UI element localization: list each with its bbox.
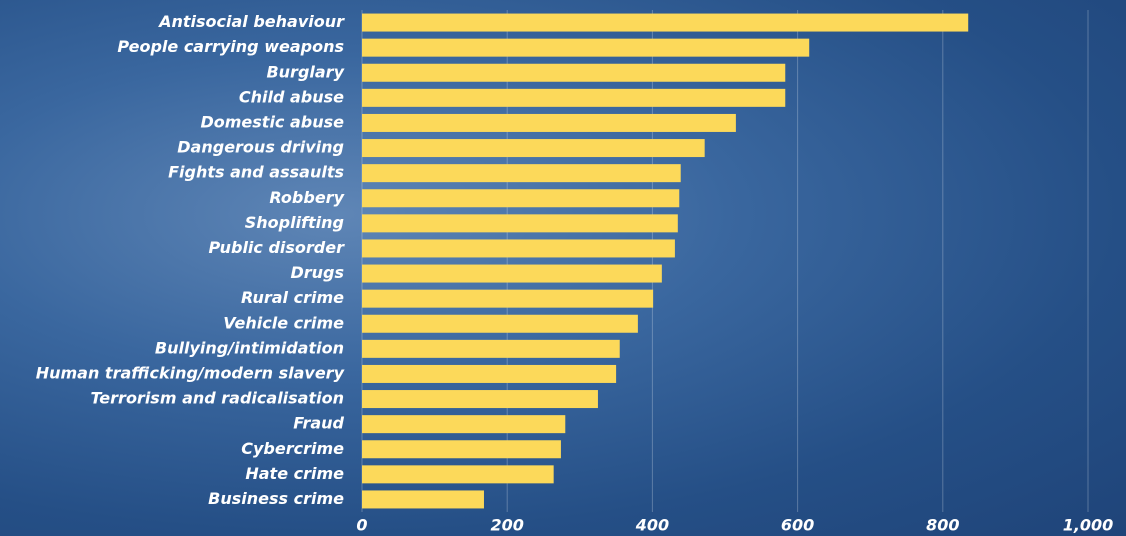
y-tick-label: People carrying weapons	[117, 37, 344, 56]
bar	[362, 38, 810, 57]
y-tick-label: Drugs	[290, 263, 344, 282]
bar	[362, 490, 484, 509]
y-tick-label: Vehicle crime	[223, 313, 344, 332]
y-tick-label: Fraud	[293, 414, 344, 433]
x-tick-label: 600	[781, 516, 814, 535]
y-tick-label: Public disorder	[208, 238, 345, 257]
y-tick-label: Cybercrime	[241, 439, 344, 458]
bar	[362, 239, 675, 258]
x-tick-label: 1,000	[1063, 516, 1114, 535]
bar	[362, 113, 736, 132]
y-tick-label: Fights and assaults	[168, 163, 344, 182]
bar	[362, 390, 598, 409]
y-tick-label: Domestic abuse	[200, 112, 344, 131]
y-tick-label: Robbery	[269, 188, 344, 207]
x-tick-label: 0	[356, 516, 367, 535]
y-tick-label: Terrorism and radicalisation	[90, 389, 344, 408]
x-tick-label: 400	[635, 516, 669, 535]
y-tick-label: Bullying/intimidation	[155, 338, 344, 357]
bar	[362, 264, 662, 283]
y-tick-label: Child abuse	[239, 87, 344, 106]
bar	[362, 139, 705, 158]
bar	[362, 440, 561, 459]
y-tick-label: Burglary	[266, 62, 344, 81]
bar	[362, 289, 654, 308]
bar	[362, 88, 786, 107]
bar	[362, 314, 638, 333]
bar	[362, 63, 786, 82]
bar	[362, 339, 620, 358]
bar	[362, 364, 617, 383]
x-tick-label: 200	[490, 516, 523, 535]
y-tick-label: Human trafficking/modern slavery	[36, 363, 345, 382]
y-tick-label: Business crime	[208, 489, 344, 508]
bar	[362, 465, 554, 484]
y-tick-label: Shoplifting	[245, 213, 344, 232]
bar	[362, 13, 969, 32]
bar	[362, 164, 681, 183]
y-tick-label: Antisocial behaviour	[157, 12, 345, 31]
x-tick-label: 800	[926, 516, 959, 535]
y-tick-label: Hate crime	[245, 464, 344, 483]
bar	[362, 415, 566, 434]
bar	[362, 214, 678, 233]
bar	[362, 189, 680, 208]
y-tick-label: Dangerous driving	[177, 138, 344, 157]
y-tick-label: Rural crime	[241, 288, 344, 307]
